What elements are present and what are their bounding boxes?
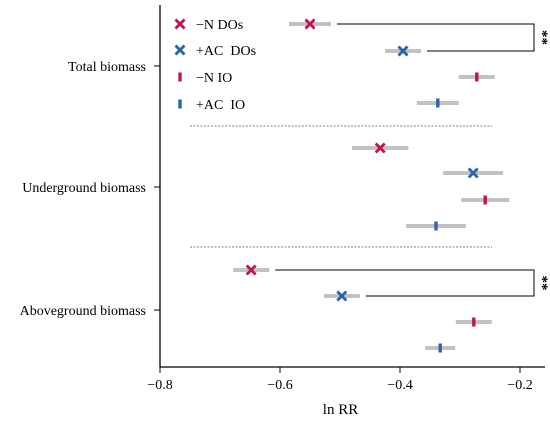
legend-marker: [174, 18, 186, 30]
data-point: [304, 18, 316, 30]
data-point: [475, 72, 479, 82]
data-point: [397, 45, 409, 57]
legend-label: +AC DOs: [196, 44, 256, 59]
legend-label: −N IO: [196, 71, 232, 86]
legend: −N DOs +AC DOs −N IO +AC IO: [174, 18, 256, 113]
data-point: [434, 221, 438, 231]
category-label: Aboveground biomass: [20, 304, 146, 319]
significance-label: **: [534, 276, 550, 291]
legend-item: −N IO: [178, 71, 232, 86]
legend-label: −N DOs: [196, 18, 243, 33]
x-tick-label: −0.4: [387, 378, 412, 393]
legend-marker: [178, 99, 182, 109]
significance-bracket: [337, 23, 535, 52]
plot-frame: [159, 5, 545, 368]
significance-bracket: [275, 269, 535, 297]
data-point: [472, 317, 476, 327]
data-point: [438, 343, 442, 353]
legend-marker: [178, 72, 182, 82]
significance-label: **: [534, 30, 550, 45]
x-tick-label: −0.8: [147, 378, 172, 393]
legend-marker: [174, 44, 186, 56]
x-axis: −0.8 −0.6 −0.4 −0.2: [147, 367, 533, 393]
x-axis-title: ln RR: [323, 402, 358, 418]
legend-item: +AC DOs: [174, 44, 256, 59]
data-point: [483, 195, 487, 205]
x-tick-label: −0.6: [267, 378, 292, 393]
data-point: [436, 98, 440, 108]
category-label: Total biomass: [68, 60, 146, 75]
significance-brackets: ** **: [275, 23, 550, 297]
data-point: [245, 264, 257, 276]
data-point: [467, 167, 479, 179]
legend-item: +AC IO: [178, 98, 245, 113]
group-separators: [190, 125, 492, 248]
data-marks: [233, 18, 510, 353]
legend-item: −N DOs: [174, 18, 243, 33]
data-point: [374, 142, 386, 154]
x-tick-label: −0.2: [507, 378, 532, 393]
data-point: [336, 290, 348, 302]
category-labels: Total biomass Underground biomass Abovegro…: [20, 60, 160, 319]
legend-label: +AC IO: [196, 98, 245, 113]
category-label: Underground biomass: [22, 181, 146, 196]
